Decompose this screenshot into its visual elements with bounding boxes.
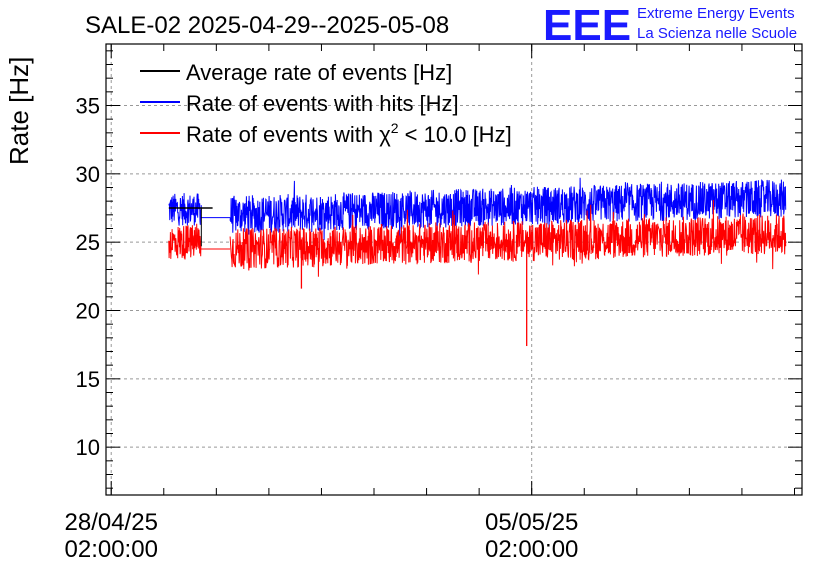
y-tick-label: 25	[76, 230, 100, 255]
axis-ticks	[106, 44, 802, 495]
series-hits-line	[168, 177, 787, 241]
x-tick-time: 02:00:00	[65, 536, 158, 563]
y-tick-label: 15	[76, 367, 100, 392]
logo-line1: Extreme Energy Events	[637, 5, 795, 22]
x-tick-date: 28/04/25	[65, 509, 158, 536]
eee-logo: EEE Extreme Energy Events La Scienza nel…	[543, 1, 797, 50]
x-tick-date: 05/05/25	[485, 509, 578, 536]
x-tick-time: 02:00:00	[485, 536, 578, 563]
legend-chi-label: Rate of events with χ2 < 10.0 [Hz]	[186, 120, 512, 147]
y-tick-label: 10	[76, 435, 100, 460]
logo-letters: EEE	[543, 1, 631, 50]
y-tick-label: 35	[76, 94, 100, 119]
y-tick-labels: 10 15 20 25 30 35	[76, 94, 100, 461]
legend: Average rate of events [Hz] Rate of even…	[140, 60, 512, 147]
legend-avg-label: Average rate of events [Hz]	[186, 60, 452, 85]
logo-line2: La Scienza nelle Scuole	[637, 25, 797, 42]
legend-hits-label: Rate of events with hits [Hz]	[186, 91, 459, 116]
chart-title: SALE-02 2025-04-29--2025-05-08	[85, 12, 449, 39]
y-axis-label: Rate [Hz]	[4, 57, 34, 165]
series-group	[168, 177, 787, 347]
series-chi2-line	[168, 199, 787, 277]
y-tick-label: 20	[76, 299, 100, 324]
y-tick-label: 30	[76, 162, 100, 187]
